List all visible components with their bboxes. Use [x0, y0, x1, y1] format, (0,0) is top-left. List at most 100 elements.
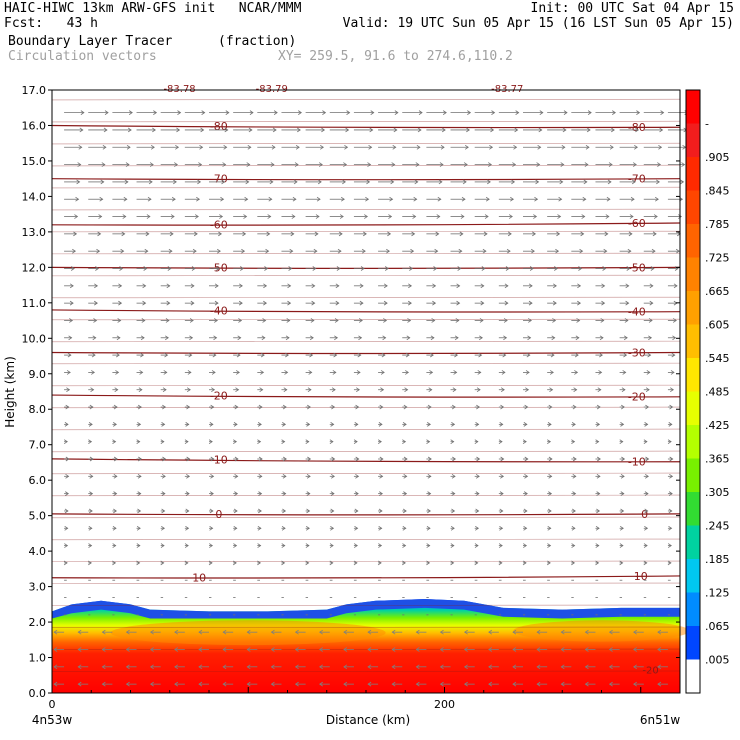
wind-arrowhead [552, 283, 557, 289]
wind-arrowhead [548, 404, 553, 410]
wind-arrowhead [450, 543, 455, 548]
wind-arrowhead [668, 525, 673, 531]
wind-arrowhead [574, 352, 579, 358]
wind-arrowhead [208, 439, 213, 445]
wind-arrowhead [88, 543, 93, 548]
wind-arrowhead [572, 473, 577, 479]
wind-arrowhead [238, 283, 243, 289]
wind-arrowhead [393, 127, 398, 133]
wind-arrowhead [306, 473, 311, 479]
minor-contour [51, 450, 681, 453]
wind-arrowhead [463, 664, 468, 670]
wind-arrowhead [80, 110, 85, 115]
y-tick-label: 5.0 [29, 510, 47, 523]
wind-arrowhead [438, 179, 443, 185]
wind-arrowhead [600, 318, 605, 323]
wind-arrowhead [571, 439, 576, 445]
wind-arrowhead [222, 681, 227, 687]
wind-arrowhead [652, 231, 657, 237]
wind-arrowhead [380, 387, 385, 393]
wind-arrowhead [528, 283, 533, 289]
wind-arrowhead [654, 196, 659, 202]
wind-arrowhead [491, 110, 496, 115]
wind-arrowhead [451, 422, 456, 427]
wind-arrowhead [434, 248, 439, 254]
top-contour-label: -83.77 [491, 84, 523, 95]
x-axis-left-end-label: 4n53w [32, 713, 73, 727]
wind-arrowhead [294, 647, 299, 652]
wind-arrowhead [579, 248, 584, 254]
contour-label: -60 [628, 217, 646, 230]
y-tick-label: 1.0 [29, 652, 47, 665]
wind-arrowhead [382, 335, 387, 341]
wind-arrowhead [172, 179, 177, 185]
wind-arrowhead [439, 162, 444, 167]
wind-arrowhead [549, 370, 554, 375]
wind-arrowhead [657, 629, 662, 635]
wind-arrowhead [346, 110, 351, 115]
wind-arrowhead [358, 318, 363, 323]
wind-arrowhead [478, 352, 483, 358]
wind-arrowhead [191, 266, 196, 271]
minor-contour [51, 560, 681, 563]
wind-arrowhead [331, 387, 336, 393]
contour-label: 10 [192, 571, 206, 584]
wind-arrowhead [603, 248, 608, 254]
wind-arrowhead [411, 231, 416, 237]
wind-arrowhead [89, 491, 94, 496]
wind-arrowhead [174, 681, 179, 687]
wind-arrowhead [475, 491, 480, 496]
wind-arrowhead [599, 352, 603, 358]
wind-arrowhead [359, 283, 364, 289]
y-tick-label: 0.0 [29, 687, 47, 700]
wind-arrowhead [140, 335, 145, 341]
wind-arrowhead [233, 543, 238, 548]
wind-arrowhead [557, 214, 562, 219]
wind-arrowhead [65, 473, 70, 479]
wind-arrowhead [298, 110, 302, 115]
wind-arrowhead [259, 387, 264, 393]
wind-arrowhead [101, 664, 106, 670]
wind-arrowhead [391, 162, 396, 167]
minor-contour [51, 318, 681, 321]
wind-arrowhead [668, 491, 673, 496]
wind-arrowhead [577, 300, 582, 306]
wind-arrowhead [67, 352, 72, 358]
wind-arrowhead [78, 144, 83, 150]
wind-arrowhead [584, 162, 589, 167]
wind-arrowhead [338, 231, 343, 237]
wind-arrowhead [287, 283, 292, 289]
colorbar-label: .845 [705, 185, 730, 198]
colorbar-swatch [686, 458, 700, 493]
wind-arrowhead [660, 110, 665, 115]
wind-arrowhead [209, 508, 214, 514]
wind-arrowhead [451, 473, 456, 479]
wind-arrowhead [387, 231, 392, 237]
wind-arrowhead [356, 387, 360, 393]
wind-arrowhead [500, 387, 505, 393]
wind-arrowhead [514, 127, 519, 133]
minor-contour [51, 362, 681, 365]
colorbar-label: .665 [705, 285, 730, 298]
tracer-patch [513, 620, 690, 642]
wind-arrowhead [536, 162, 541, 167]
wind-arrowhead [79, 127, 84, 133]
wind-arrowhead [118, 300, 123, 306]
colorbar-swatch [686, 291, 700, 325]
wind-arrowhead [261, 335, 266, 341]
wind-arrowhead [330, 525, 335, 531]
wind-arrowhead [115, 370, 120, 375]
wind-arrowhead [101, 647, 106, 652]
wind-arrowhead [548, 456, 553, 462]
wind-arrowhead [222, 647, 227, 652]
wind-arrowhead [523, 491, 528, 496]
wind-arrowhead [450, 439, 455, 445]
wind-arrowhead [608, 664, 613, 670]
wind-arrowhead [428, 387, 433, 393]
wind-arrowhead [198, 647, 203, 652]
wind-arrowhead [305, 439, 310, 445]
wind-arrowhead [498, 560, 503, 566]
contour-label: -30 [628, 346, 646, 359]
wind-arrowhead [339, 214, 344, 219]
temperature-contour [51, 575, 681, 579]
